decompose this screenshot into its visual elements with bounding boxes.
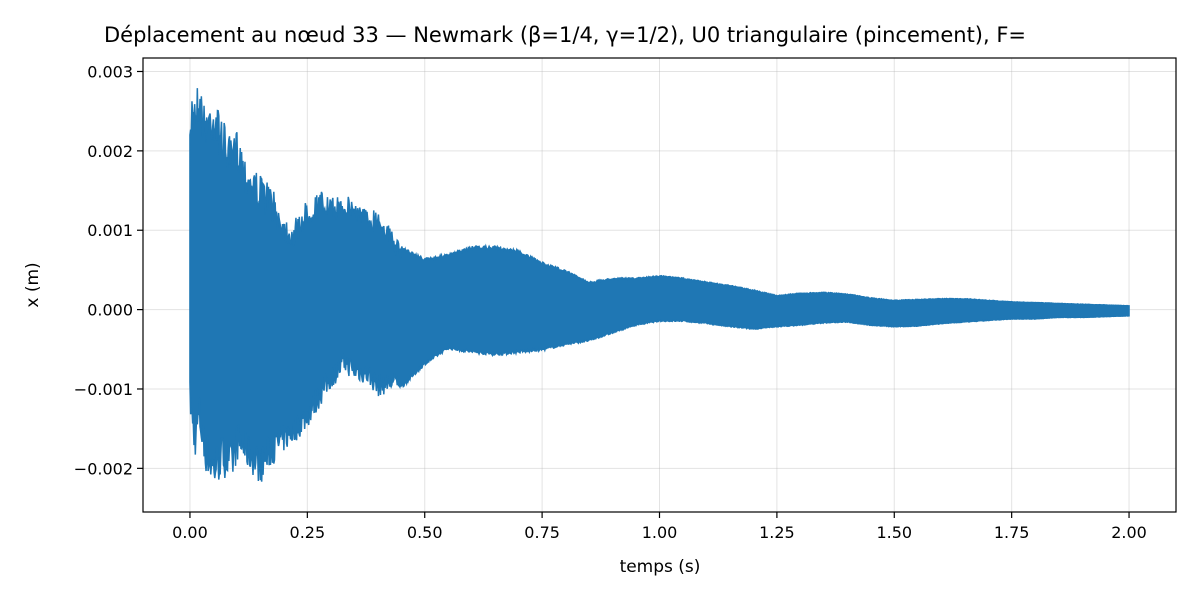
y-axis: −0.002 −0.001 0.000 0.001 0.002 0.003 [74, 62, 143, 478]
chart-title: Déplacement au nœud 33 — Newmark (β=1/4,… [104, 23, 1026, 47]
x-tick-label: 1.00 [642, 523, 678, 542]
x-tick-label: 1.50 [876, 523, 912, 542]
y-axis-label: x (m) [23, 262, 43, 307]
y-tick-label: 0.003 [87, 62, 133, 81]
x-axis-label: temps (s) [620, 557, 701, 577]
signal-envelope [189, 88, 1130, 482]
y-tick-label: 0.000 [87, 301, 133, 320]
y-tick-label: −0.002 [74, 459, 133, 478]
y-tick-label: 0.002 [87, 142, 133, 161]
x-tick-label: 0.25 [290, 523, 326, 542]
x-tick-label: 1.25 [759, 523, 795, 542]
x-tick-label: 0.75 [524, 523, 560, 542]
x-tick-label: 0.00 [172, 523, 208, 542]
x-axis: 0.00 0.25 0.50 0.75 1.00 1.25 1.50 1.75 2.00 [172, 512, 1147, 542]
y-tick-label: −0.001 [74, 380, 133, 399]
x-tick-label: 2.00 [1111, 523, 1147, 542]
x-tick-label: 1.75 [994, 523, 1030, 542]
y-tick-label: 0.001 [87, 221, 133, 240]
x-tick-label: 0.50 [407, 523, 443, 542]
